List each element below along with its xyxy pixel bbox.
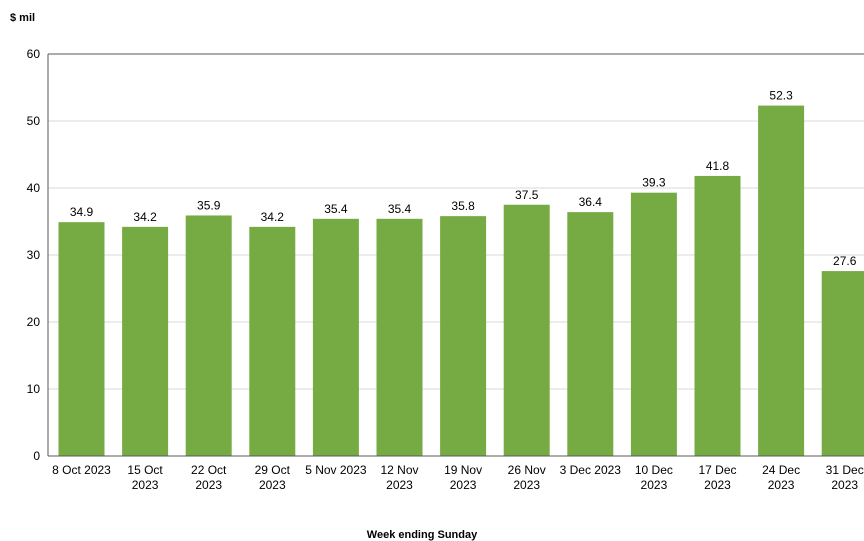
y-tick-label: 40 [27, 181, 41, 195]
x-tick-label: 26 Nov 2023 [508, 463, 546, 492]
bar [58, 222, 105, 456]
x-tick-label: 31 Dec 2023 [826, 463, 864, 492]
x-tick-label: 10 Dec 2023 [635, 463, 673, 492]
y-tick-label: 10 [27, 382, 41, 396]
x-tick-labels: 8 Oct 2023 15 Oct 2023 22 Oct 2023 29 Oct 2023… [52, 463, 864, 492]
bar [758, 105, 805, 456]
bar [440, 216, 487, 456]
x-tick-label: 5 Nov 2023 [305, 463, 367, 477]
data-labels: 34.9 34.2 35.9 34.2 35.4 35.4 35.8 37.5 36.4 39.3… [70, 89, 857, 268]
bar [694, 175, 741, 456]
bar [821, 271, 864, 456]
data-label: 34.2 [261, 210, 285, 224]
data-label: 35.9 [197, 198, 221, 212]
x-axis-title: Week ending Sunday [367, 529, 478, 541]
x-tick-label: 19 Nov 2023 [444, 463, 482, 492]
y-axis-title: $ mil [10, 12, 35, 24]
data-label: 52.3 [769, 89, 793, 103]
data-label: 35.4 [388, 202, 412, 216]
data-label: 41.8 [706, 159, 730, 173]
x-tick-label: 3 Dec 2023 [560, 463, 622, 477]
x-tick-label: 17 Dec 2023 [698, 463, 736, 492]
y-tick-labels: 0 10 20 30 40 50 60 [27, 47, 41, 463]
x-tick-label: 22 Oct 2023 [191, 463, 227, 492]
y-tick-label: 50 [27, 114, 41, 128]
bar [630, 192, 677, 456]
bar [249, 226, 296, 456]
data-label: 39.3 [642, 176, 666, 190]
axes [47, 53, 864, 457]
bar [185, 215, 232, 456]
x-tick-label: 15 Oct 2023 [127, 463, 163, 492]
data-label: 35.8 [451, 199, 475, 213]
data-label: 37.5 [515, 188, 539, 202]
bar [567, 212, 614, 456]
data-label: 36.4 [579, 195, 603, 209]
x-tick-label: 24 Dec 2023 [762, 463, 800, 492]
y-tick-label: 60 [27, 47, 41, 61]
x-tick-label: 8 Oct 2023 [52, 463, 111, 477]
y-tick-label: 20 [27, 315, 41, 329]
data-label: 35.4 [324, 202, 348, 216]
y-tick-label: 0 [33, 449, 40, 463]
x-tick-label: 12 Nov 2023 [380, 463, 418, 492]
y-tick-label: 30 [27, 248, 41, 262]
bar [376, 218, 423, 456]
bar [122, 226, 169, 456]
data-label: 34.2 [133, 210, 157, 224]
bars [58, 105, 864, 456]
bar [312, 218, 359, 456]
data-label: 34.9 [70, 205, 94, 219]
x-tick-label: 29 Oct 2023 [255, 463, 291, 492]
data-label: 27.6 [833, 254, 857, 268]
bar [503, 204, 550, 456]
